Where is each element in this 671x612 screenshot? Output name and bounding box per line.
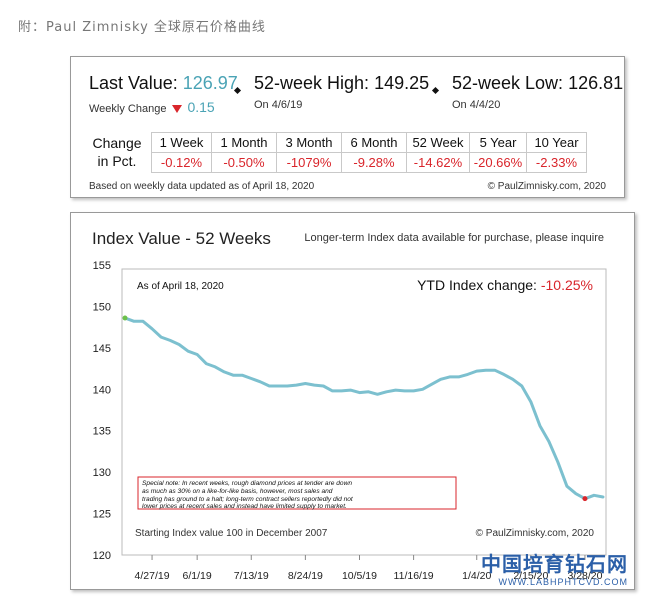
high-date: On 4/6/19 (254, 99, 303, 111)
y-tick-label: 120 (93, 550, 111, 562)
y-tick-label: 135 (93, 426, 111, 438)
period-header: 10 Year (526, 132, 587, 153)
special-note-text: Special note: In recent weeks, rough dia… (142, 480, 355, 510)
period-header: 1 Week (151, 132, 212, 153)
low-date: On 4/4/20 (452, 99, 501, 111)
change-value: -20.66% (469, 152, 527, 173)
low-value: 126.81 (568, 73, 624, 93)
x-tick-label: 4/27/19 (135, 570, 170, 582)
index-series-line (123, 316, 605, 501)
low-point-marker (582, 496, 588, 502)
change-value: -1079% (276, 152, 342, 173)
purchase-note: Longer-term Index data available for pur… (304, 232, 604, 244)
index-line-chart: As of April 18, 2020 YTD Index change: -… (93, 260, 607, 582)
low-stat: 52-week Low: 126.81 On 4/4/20 (452, 73, 623, 111)
x-tick-label: 8/24/19 (288, 570, 323, 582)
x-tick-label: 3/28/20 (567, 570, 602, 582)
y-tick-label: 155 (93, 260, 111, 272)
starting-index-note: Starting Index value 100 in December 200… (135, 528, 328, 539)
weekly-change-label: Weekly Change (89, 103, 167, 115)
summary-copyright: © PaulZimnisky.com, 2020 (487, 181, 606, 192)
high-point-marker (122, 315, 128, 321)
last-value-stat: Last Value: 126.97 Weekly Change 0.15 (89, 73, 238, 115)
separator-diamond-icon (431, 86, 440, 95)
x-tick-label: 2/15/20 (513, 570, 548, 582)
period-row: 1 Week 1 Month 3 Month 6 Month 52 Week 5… (151, 132, 587, 153)
period-header: 52 Week (406, 132, 470, 153)
chart-copyright: © PaulZimnisky.com, 2020 (476, 528, 595, 539)
change-value: -0.50% (211, 152, 277, 173)
change-in-pct-label: Change in Pct. (92, 135, 142, 169)
period-header: 5 Year (469, 132, 527, 153)
site-watermark: 中国培育钻石网 WWW.LABHPHTCVD.COM (481, 548, 628, 587)
x-tick-label: 11/16/19 (394, 570, 434, 582)
weekly-change-value: 0.15 (187, 99, 215, 115)
x-tick-label: 7/13/19 (234, 570, 269, 582)
watermark-text: 中国培育钻石网 (481, 554, 628, 576)
high-stat: 52-week High: 149.25 On 4/6/19 (254, 73, 429, 111)
period-header: 1 Month (211, 132, 277, 153)
change-value: -14.62% (406, 152, 470, 173)
y-tick-label: 125 (93, 509, 111, 521)
chart-title: Index Value - 52 Weeks (92, 229, 271, 248)
x-tick-label: 10/5/19 (342, 570, 377, 582)
high-value: 149.25 (374, 73, 430, 93)
y-tick-label: 130 (93, 467, 111, 479)
as-of-label: As of April 18, 2020 (137, 281, 224, 292)
period-header: 6 Month (341, 132, 407, 153)
x-tick-label: 1/4/20 (462, 570, 491, 582)
special-note-box (137, 476, 457, 510)
change-value: -0.12% (151, 152, 212, 173)
low-label: 52-week Low: (452, 73, 564, 93)
x-tick-label: 6/1/19 (183, 570, 212, 582)
change-value: -2.33% (526, 152, 587, 173)
change-table: 1 Week 1 Month 3 Month 6 Month 52 Week 5… (151, 132, 587, 173)
watermark-url: WWW.LABHPHTCVD.COM (498, 577, 628, 587)
page-caption: 附：Paul Zimnisky 全球原石价格曲线 (18, 20, 266, 35)
index-chart-panel: Index Value - 52 Weeks Longer-term Index… (70, 212, 635, 590)
change-row: -0.12% -0.50% -1079% -9.28% -14.62% -20.… (151, 152, 587, 173)
data-basis-note: Based on weekly data updated as of April… (89, 181, 315, 192)
down-arrow-icon (172, 105, 183, 114)
summary-panel: Last Value: 126.97 Weekly Change 0.15 52-… (70, 56, 625, 198)
period-header: 3 Month (276, 132, 342, 153)
last-value-label: Last Value: (89, 73, 178, 93)
ytd-change-label: YTD Index change: -10.25% (417, 277, 593, 293)
last-value: 126.97 (182, 73, 238, 93)
y-tick-label: 140 (93, 384, 111, 396)
y-tick-label: 150 (93, 301, 111, 313)
y-tick-label: 145 (93, 343, 111, 355)
high-label: 52-week High: (254, 73, 370, 93)
plot-frame (121, 268, 607, 556)
change-value: -9.28% (341, 152, 407, 173)
